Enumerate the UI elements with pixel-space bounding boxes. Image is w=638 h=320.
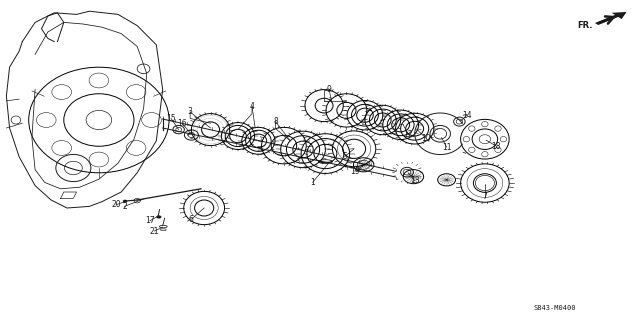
FancyArrow shape <box>595 12 627 25</box>
Text: 13: 13 <box>410 176 420 185</box>
Text: 18: 18 <box>492 142 501 151</box>
Ellipse shape <box>122 200 128 203</box>
Text: S843-M0400: S843-M0400 <box>534 305 576 311</box>
Text: 20: 20 <box>111 200 121 209</box>
Text: 21: 21 <box>150 227 159 236</box>
Text: 15: 15 <box>166 114 176 123</box>
Text: 9: 9 <box>327 85 332 94</box>
Text: 2: 2 <box>122 202 127 211</box>
Text: 10: 10 <box>421 134 431 143</box>
Text: 12: 12 <box>404 130 413 139</box>
Text: 16: 16 <box>177 119 188 128</box>
Text: 19: 19 <box>350 167 360 176</box>
Text: 3: 3 <box>188 108 193 116</box>
Ellipse shape <box>156 215 161 219</box>
Text: 4: 4 <box>249 102 255 111</box>
Text: 8: 8 <box>273 117 278 126</box>
Text: 14: 14 <box>462 111 472 120</box>
Text: 7: 7 <box>482 192 487 201</box>
Text: 17: 17 <box>145 216 155 225</box>
Text: 11: 11 <box>442 143 451 152</box>
Text: 1: 1 <box>310 178 315 187</box>
Text: 5: 5 <box>342 152 347 161</box>
Text: FR.: FR. <box>577 21 593 30</box>
Text: 6: 6 <box>189 215 194 224</box>
